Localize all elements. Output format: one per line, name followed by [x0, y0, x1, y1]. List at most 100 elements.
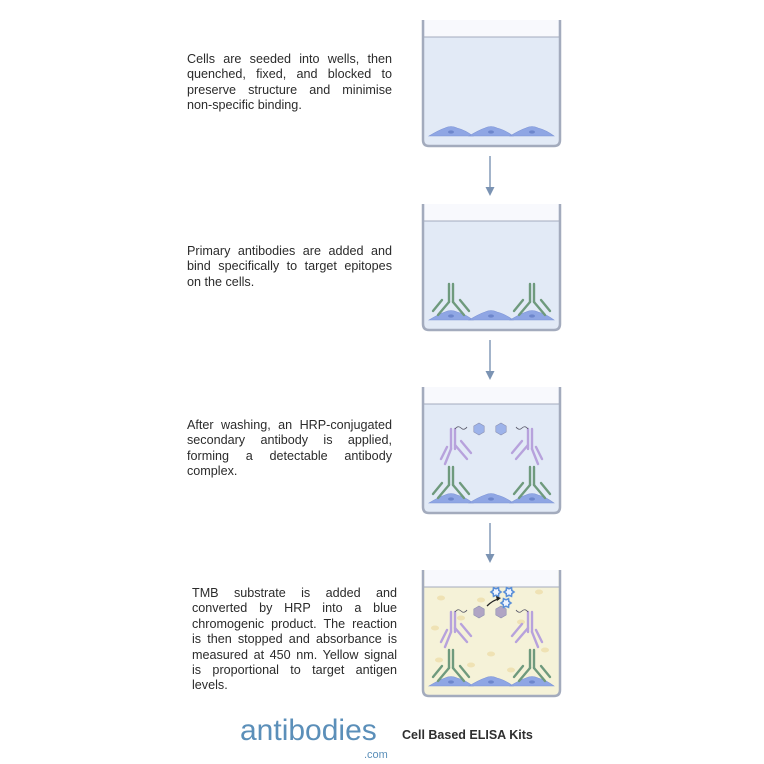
primary-antibody-light-chain — [512, 298, 525, 313]
well-headspace — [424, 204, 559, 221]
cell-nucleus — [488, 497, 494, 501]
well-secondary-antibody — [421, 387, 562, 515]
secondary-antibody-light-chain — [534, 445, 544, 461]
well-primary-antibody — [421, 204, 562, 332]
antibodies-logo: antibodies .com — [240, 716, 396, 762]
primary-antibody-light-chain — [458, 664, 471, 679]
arrow-head — [485, 187, 495, 196]
chromogenic-product-icon — [499, 597, 513, 609]
primary-antibody-arm — [451, 483, 466, 500]
well-outline — [421, 570, 562, 698]
cell-nucleus — [488, 130, 494, 134]
well-substrate — [421, 570, 562, 698]
primary-antibody-arm — [532, 666, 547, 683]
linker — [454, 426, 468, 430]
well-outline — [421, 204, 562, 332]
primary-antibody-arm — [532, 483, 547, 500]
primary-antibody-arm — [436, 483, 451, 500]
yellow-signal-speck — [431, 625, 439, 631]
linker — [515, 426, 529, 430]
primary-antibody-light-chain — [458, 481, 471, 496]
primary-antibody-arm — [451, 666, 466, 683]
secondary-antibody-light-chain — [459, 622, 473, 638]
hrp-enzyme-icon — [495, 605, 507, 619]
primary-antibody-arm — [517, 300, 532, 317]
primary-antibody-light-chain — [512, 481, 525, 496]
primary-antibody-arm — [517, 666, 532, 683]
logo-wordmark: antibodies — [240, 716, 377, 746]
primary-antibody-arm — [436, 666, 451, 683]
well-headspace — [424, 387, 559, 404]
well-outline — [421, 20, 562, 148]
primary-antibody-light-chain — [539, 664, 552, 679]
primary-antibody-light-chain — [539, 298, 552, 313]
primary-antibody-arm — [517, 483, 532, 500]
primary-antibody-light-chain — [431, 664, 444, 679]
cell-nucleus — [448, 680, 454, 684]
well-headspace — [424, 570, 559, 587]
yellow-signal-speck — [477, 597, 485, 603]
hrp-enzyme-icon — [495, 422, 507, 436]
secondary-antibody-light-chain — [510, 622, 524, 638]
secondary-antibody-light-chain — [534, 628, 544, 644]
yellow-signal-speck — [467, 662, 475, 668]
secondary-antibody-arm — [453, 443, 469, 461]
yellow-signal-speck — [435, 657, 443, 663]
yellow-signal-speck — [487, 651, 495, 657]
arrow-head — [485, 371, 495, 380]
cell-nucleus — [488, 314, 494, 318]
yellow-signal-speck — [437, 595, 445, 601]
secondary-antibody-light-chain — [439, 445, 449, 461]
chromogenic-product-icon — [502, 586, 516, 598]
secondary-antibody-arm — [530, 630, 540, 649]
yellow-signal-speck — [517, 619, 525, 625]
step-4-text: TMB substrate is added and converted by … — [192, 586, 397, 693]
hrp-enzyme-icon — [473, 605, 485, 619]
secondary-antibody-light-chain — [459, 439, 473, 455]
down-arrow-icon — [485, 156, 495, 196]
yellow-signal-speck — [541, 647, 549, 653]
well-outline — [421, 387, 562, 515]
primary-antibody-arm — [436, 300, 451, 317]
chromogenic-product-icon — [489, 586, 503, 598]
linker — [454, 609, 468, 613]
cell-nucleus — [448, 497, 454, 501]
arrow-head — [485, 554, 495, 563]
step-1-text: Cells are seeded into wells, then quench… — [187, 52, 392, 113]
down-arrow-icon — [485, 523, 495, 563]
cell-nucleus — [488, 680, 494, 684]
cell-nucleus — [529, 680, 535, 684]
primary-antibody-light-chain — [431, 481, 444, 496]
logo-suffix: .com — [364, 749, 388, 761]
cell-nucleus — [448, 130, 454, 134]
cell-nucleus — [529, 130, 535, 134]
cell-nucleus — [448, 314, 454, 318]
tagline: Cell Based ELISA Kits — [402, 728, 533, 742]
linker — [515, 609, 529, 613]
cell-nucleus — [529, 497, 535, 501]
secondary-antibody-arm — [514, 626, 530, 644]
yellow-signal-speck — [507, 667, 515, 673]
primary-antibody-light-chain — [512, 664, 525, 679]
yellow-signal-speck — [457, 615, 465, 621]
primary-antibody-arm — [532, 300, 547, 317]
reaction-arrowhead — [496, 596, 501, 601]
primary-antibody-arm — [451, 300, 466, 317]
secondary-antibody-arm — [443, 630, 453, 649]
down-arrow-icon — [485, 340, 495, 380]
well-cells — [421, 20, 562, 148]
secondary-antibody-arm — [453, 626, 469, 644]
well-headspace — [424, 20, 559, 37]
primary-antibody-light-chain — [431, 298, 444, 313]
primary-antibody-light-chain — [539, 481, 552, 496]
yellow-signal-speck — [535, 589, 543, 595]
secondary-antibody-arm — [514, 443, 530, 461]
secondary-antibody-arm — [530, 447, 540, 466]
cell-nucleus — [529, 314, 535, 318]
secondary-antibody-arm — [443, 447, 453, 466]
secondary-antibody-light-chain — [510, 439, 524, 455]
step-3-text: After washing, an HRP-conjugated seconda… — [187, 418, 392, 479]
secondary-antibody-light-chain — [439, 628, 449, 644]
step-2-text: Primary antibodies are added and bind sp… — [187, 244, 392, 289]
primary-antibody-light-chain — [458, 298, 471, 313]
